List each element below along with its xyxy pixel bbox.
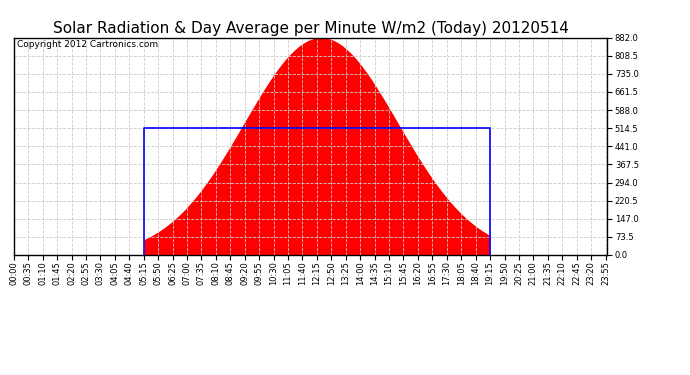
- Text: Copyright 2012 Cartronics.com: Copyright 2012 Cartronics.com: [17, 40, 158, 49]
- Title: Solar Radiation & Day Average per Minute W/m2 (Today) 20120514: Solar Radiation & Day Average per Minute…: [52, 21, 569, 36]
